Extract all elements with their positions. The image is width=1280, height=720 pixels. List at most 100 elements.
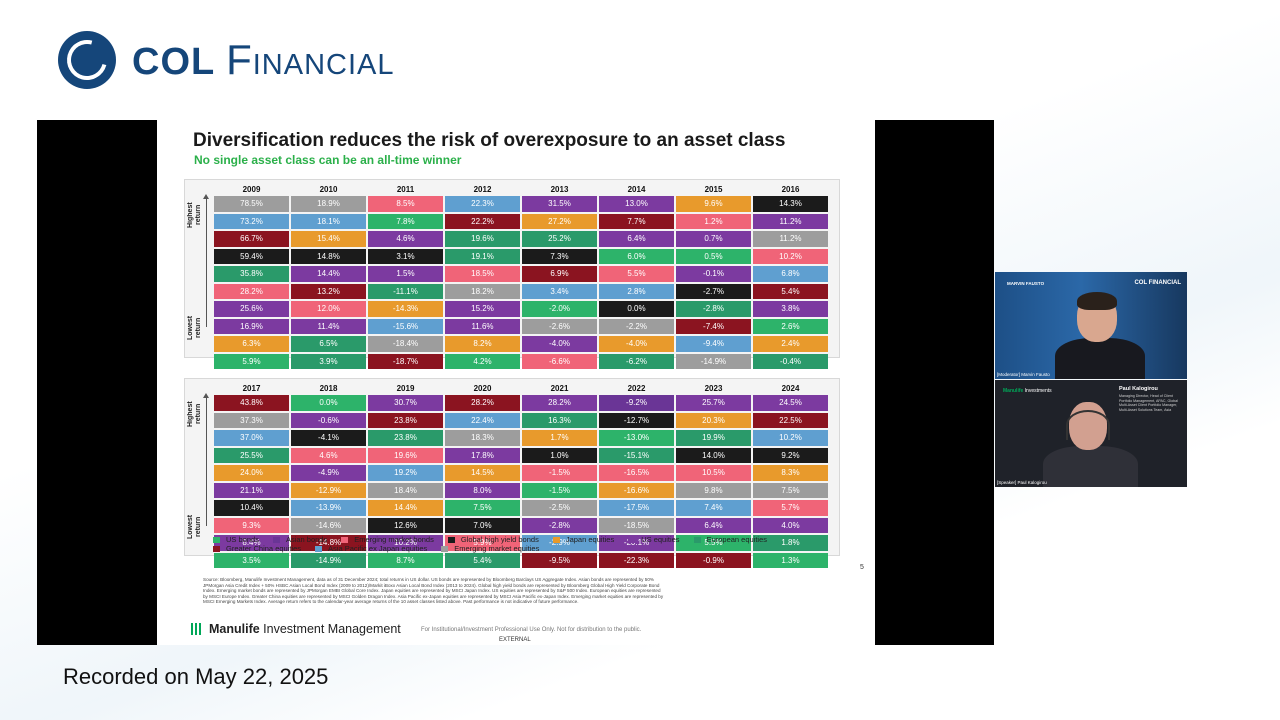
return-cell: 12.0%	[291, 301, 366, 317]
manulife-footer-text: Manulife Investment Management	[209, 622, 401, 636]
return-cell: 37.3%	[214, 412, 289, 428]
speaker-video-tile[interactable]: Manulife Investments Paul Kalogirou Mana…	[995, 380, 1187, 487]
return-cell: 5.4%	[753, 283, 828, 299]
manulife-division: Investment Management	[259, 622, 401, 636]
return-cell: 27.2%	[522, 213, 597, 229]
return-cell: 24.5%	[753, 395, 828, 411]
return-cell: 22.3%	[445, 196, 520, 212]
legend-item: European equities	[693, 535, 768, 544]
return-cell: 6.9%	[522, 266, 597, 282]
rank-axis-line	[206, 199, 207, 327]
legend-label: European equities	[706, 535, 768, 544]
col-financial-logo: COL Financial	[58, 31, 395, 89]
return-cell: 1.5%	[368, 266, 443, 282]
lowest-return-label: Lowest return	[187, 315, 202, 341]
returns-table-2009-2016: Highest return Lowest return 2009 2010 201…	[184, 179, 840, 369]
return-cell: -1.5%	[522, 482, 597, 498]
legend-item: Asia Pacific ex Japan equities	[315, 544, 427, 553]
return-cell: 7.7%	[599, 213, 674, 229]
rank-row: 21.1% -12.9% 18.4% 8.0% -1.5% -16.6% 9.8% 7.5%	[213, 482, 829, 500]
return-cell: 19.6%	[445, 231, 520, 247]
rank-row: 16.9% 11.4% -15.6% 11.6% -2.6% -2.2% -7.4% 2.6%	[213, 318, 829, 336]
return-cell: 3.5%	[214, 552, 289, 568]
return-cell: 15.2%	[445, 301, 520, 317]
return-cell: 7.4%	[676, 500, 751, 516]
slide-page-number: 5	[860, 564, 864, 571]
highest-return-label: Highest return	[187, 401, 202, 427]
rank-row: 6.3% 6.5% -18.4% 8.2% -4.0% -4.0% -9.4% 2.4%	[213, 335, 829, 353]
rank-row: 66.7% 15.4% 4.6% 19.6% 25.2% 6.4% 0.7% 11.2%	[213, 230, 829, 248]
return-cell: 3.8%	[753, 301, 828, 317]
legend-swatch	[693, 536, 701, 543]
return-cell: -18.5%	[599, 517, 674, 533]
up-arrow-icon	[203, 393, 209, 398]
rank-row: 37.0% -4.1% 23.8% 18.3% 1.7% -13.0% 19.9% 10.2%	[213, 429, 829, 447]
return-cell: 19.1%	[445, 248, 520, 264]
return-cell: 0.0%	[291, 395, 366, 411]
return-cell: 19.2%	[368, 465, 443, 481]
year-header: 2024	[781, 384, 800, 393]
legend-swatch	[341, 536, 349, 543]
return-cell: 11.2%	[753, 213, 828, 229]
slide-subtitle: No single asset class can be an all-time…	[194, 153, 462, 167]
return-cell: 14.0%	[676, 447, 751, 463]
rank-axis-line	[206, 398, 207, 526]
return-cell: 22.2%	[445, 213, 520, 229]
legend-label: Japan equities	[565, 535, 615, 544]
return-cell: 9.6%	[676, 196, 751, 212]
return-cell: -18.7%	[368, 353, 443, 369]
legend-item: US bonds	[213, 535, 259, 544]
return-cell: -17.5%	[599, 500, 674, 516]
return-cell: -22.3%	[599, 552, 674, 568]
rank-row: 28.2% 13.2% -11.1% 18.2% 3.4% 2.8% -2.7% 5.4%	[213, 283, 829, 301]
rank-row: 25.6% 12.0% -14.3% 15.2% -2.0% 0.0% -2.8% 3.8%	[213, 300, 829, 318]
return-cell: -13.0%	[599, 430, 674, 446]
return-cell: 25.6%	[214, 301, 289, 317]
return-cell: -20.1%	[599, 535, 674, 551]
return-cell: 5.9%	[214, 353, 289, 369]
return-cell: 14.4%	[368, 500, 443, 516]
return-cell: 18.9%	[291, 196, 366, 212]
moderator-video-tile[interactable]: MARVIN FAUSTO COL FINANCIAL [Moderator] …	[995, 272, 1187, 379]
return-cell: -2.7%	[676, 283, 751, 299]
rank-row: 10.4% -13.9% 14.4% 7.5% -2.5% -17.5% 7.4% 5.7%	[213, 499, 829, 517]
return-cell: 78.5%	[214, 196, 289, 212]
year-header: 2009	[242, 185, 261, 194]
col-logo-icon	[58, 31, 116, 89]
return-cell: -12.9%	[291, 482, 366, 498]
col-logo-text: COL Financial	[132, 36, 395, 84]
return-cell: 7.8%	[368, 213, 443, 229]
return-cell: -0.1%	[676, 266, 751, 282]
year-header-row: 2017 2018 2019 2020 2021 2022 2023 2024	[213, 383, 829, 394]
return-cell: 7.5%	[753, 482, 828, 498]
return-cell: 6.8%	[753, 266, 828, 282]
return-cell: 37.0%	[214, 430, 289, 446]
return-cell: 18.5%	[445, 266, 520, 282]
return-cell: -4.9%	[291, 465, 366, 481]
return-cell: 28.2%	[214, 283, 289, 299]
return-cell: -16.6%	[599, 482, 674, 498]
manulife-name: Manulife	[209, 622, 260, 636]
return-cell: -0.4%	[753, 353, 828, 369]
year-header-row: 2009 2010 2011 2012 2013 2014 2015 2016	[213, 184, 829, 195]
return-cell: 15.4%	[291, 231, 366, 247]
return-cell: 18.4%	[368, 482, 443, 498]
return-cell: 8.3%	[753, 465, 828, 481]
return-cell: 66.7%	[214, 231, 289, 247]
return-cell: 25.5%	[214, 447, 289, 463]
return-cell: 18.2%	[445, 283, 520, 299]
return-cell: 10.2%	[753, 430, 828, 446]
return-cell: 14.5%	[445, 465, 520, 481]
return-cell: 21.1%	[214, 482, 289, 498]
return-cell: -12.7%	[599, 412, 674, 428]
return-cell: 18.1%	[291, 213, 366, 229]
year-header: 2012	[473, 185, 492, 194]
return-cell: 11.6%	[445, 318, 520, 334]
return-cell: 2.4%	[753, 336, 828, 352]
year-header: 2016	[781, 185, 800, 194]
return-cell: -16.5%	[599, 465, 674, 481]
legend-label: Asia Pacific ex Japan equities	[328, 544, 428, 553]
return-cell: -6.6%	[522, 353, 597, 369]
up-arrow-icon	[203, 194, 209, 199]
manulife-footer-logo: Manulife Investment Management	[191, 622, 401, 636]
